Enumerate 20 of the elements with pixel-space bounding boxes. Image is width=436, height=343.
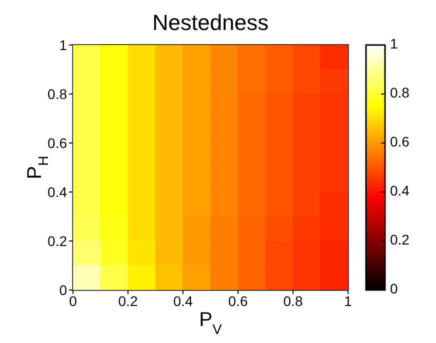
y-tick-label: 0.6 [48,134,68,151]
x-tick-label: 0.2 [118,292,138,309]
x-tick-label: 0.6 [228,292,248,309]
y-tick-label: 0.8 [48,86,68,102]
y-tick-label: 1 [59,36,68,53]
color-bar-label: 0.4 [390,182,410,199]
x-tick-label: 0.4 [173,292,193,309]
x-axis-title: P$_{V}$ [199,309,222,337]
color-bar-label: 0.6 [390,134,410,150]
color-bar-label: 0 [390,280,398,297]
x-tick-label: 0.8 [283,292,303,309]
chart-title: Nestedness [151,10,270,36]
x-tick-label: 1 [344,292,352,309]
color-bar-label: 1 [390,36,398,52]
color-bar-label: 0.2 [390,232,410,248]
x-tick-label: 0 [69,292,78,309]
color-bar-label: 0.8 [390,84,410,101]
y-tick-label: 0.4 [48,184,68,200]
y-tick-label: 0 [59,282,68,298]
y-tick-label: 0.2 [48,232,68,249]
